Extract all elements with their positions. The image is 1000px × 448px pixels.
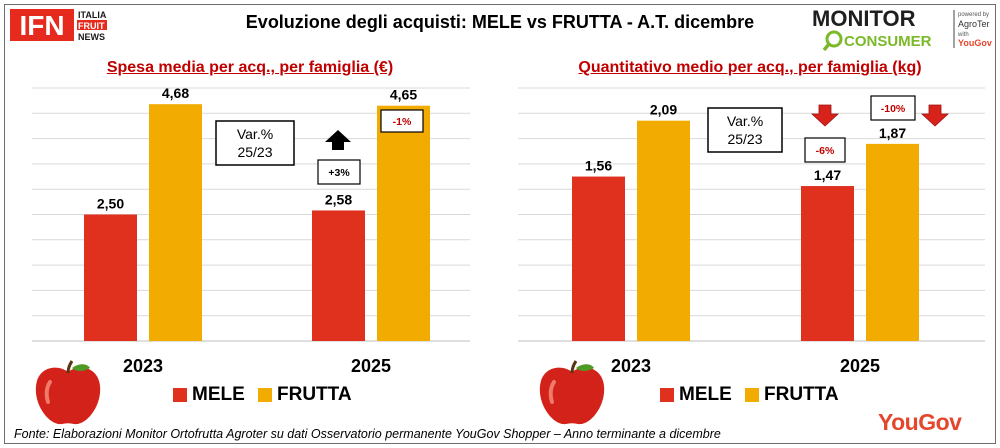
legend-mele-label-right: MELE [679, 384, 732, 405]
bar-right-frutta-2023 [637, 120, 690, 341]
bar-left-frutta-2023 [149, 104, 202, 341]
ifn-logo-line1: ITALIA [78, 10, 107, 20]
bar-right-mele-2023 [572, 176, 625, 341]
mele-down-arrow-icon-right [810, 104, 840, 127]
frutta-down-arrow-icon-right [920, 104, 950, 127]
data-label-left-frutta-2025: 4,65 [390, 87, 417, 103]
x-tick-left-2025: 2025 [351, 356, 391, 376]
frutta-change-box-right [870, 95, 916, 121]
legend-mele-swatch-left [173, 388, 187, 402]
var-box-line1-right: Var.% [727, 113, 763, 129]
frutta-change-label-left: -1% [393, 116, 412, 128]
monitor-consumer-logo: MONITOR CONSUMER powered by AgroTer with… [812, 6, 992, 52]
bar-right-mele-2025 [801, 186, 854, 341]
mele-up-arrow-icon-left [325, 130, 351, 150]
data-label-left-mele-2023: 2,50 [97, 196, 124, 212]
legend-frutta-swatch-left [258, 388, 272, 402]
var-box-left [215, 120, 295, 166]
frutta-change-box-left [380, 109, 424, 133]
ifn-logo-letters: IFN [19, 10, 64, 41]
monitor-logo-powered: powered by [958, 12, 989, 18]
legend-frutta-label-right: FRUTTA [764, 384, 839, 405]
monitor-logo-word2: CONSUMER [844, 33, 932, 50]
legend-frutta-swatch-right [745, 388, 759, 402]
legend-mele-label-left: MELE [192, 384, 245, 405]
monitor-logo-brand2: YouGov [958, 38, 992, 48]
chart-right-title: Quantitativo medio per acq., per famigli… [578, 59, 922, 76]
x-tick-right-2023: 2023 [611, 356, 651, 376]
var-box-line1-left: Var.% [237, 126, 273, 142]
legend-mele-swatch-right [660, 388, 674, 402]
monitor-logo-with: with [957, 32, 969, 38]
bar-left-frutta-2025 [377, 105, 430, 342]
var-box-line2-left: 25/23 [237, 144, 272, 160]
ifn-logo: IFN ITALIA FRUIT NEWS [10, 9, 107, 41]
data-label-right-mele-2025: 1,47 [814, 167, 841, 183]
page-title: Evoluzione degli acquisti: MELE vs FRUTT… [245, 12, 755, 32]
mele-change-box-left [317, 159, 361, 185]
var-box-line2-right: 25/23 [727, 131, 762, 147]
ifn-logo-line3: NEWS [78, 32, 105, 41]
monitor-logo-word1: MONITOR [812, 6, 916, 31]
bar-left-mele-2023 [84, 214, 137, 341]
ifn-logo-line2: FRUIT [78, 21, 105, 31]
data-label-left-frutta-2023: 4,68 [162, 85, 189, 101]
apple-icon-right [539, 360, 605, 425]
x-tick-right-2025: 2025 [840, 356, 880, 376]
x-tick-left-2023: 2023 [123, 356, 163, 376]
mele-change-label-right: -6% [816, 145, 835, 157]
data-label-right-mele-2023: 1,56 [585, 158, 612, 174]
data-label-left-mele-2025: 2,58 [325, 191, 352, 207]
bar-right-frutta-2025 [866, 143, 919, 341]
bar-left-mele-2025 [312, 210, 365, 341]
mele-change-box-right [804, 137, 846, 163]
var-box-right [707, 107, 783, 153]
data-label-right-frutta-2023: 2,09 [650, 102, 677, 118]
yougov-logo: YouGov [878, 409, 962, 435]
monitor-logo-brand1: AgroTer [958, 19, 990, 29]
frutta-change-label-right: -10% [881, 103, 906, 115]
chart-left-title: Spesa media per acq., per famiglia (€) [106, 59, 394, 76]
apple-icon-left [35, 360, 101, 425]
figure-frame [4, 4, 996, 444]
data-label-right-frutta-2025: 1,87 [879, 125, 906, 141]
mele-change-label-left: +3% [328, 167, 350, 179]
legend-frutta-label-left: FRUTTA [277, 384, 352, 405]
source-note: Fonte: Elaborazioni Monitor Ortofrutta A… [14, 427, 721, 441]
magnifier-icon [825, 30, 843, 48]
